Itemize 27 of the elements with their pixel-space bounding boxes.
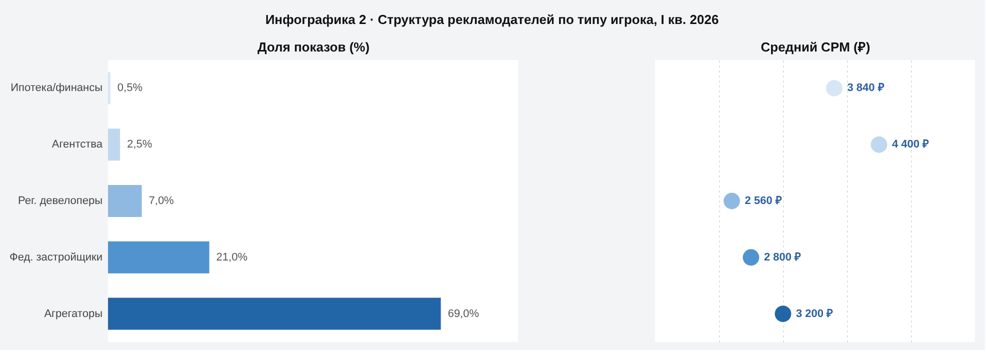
point <box>724 192 740 210</box>
bar <box>108 298 441 330</box>
data-label: 4 400 ₽ <box>892 138 930 151</box>
x-axis-title: Средний CPM (₽) <box>760 40 870 54</box>
bar <box>108 185 142 217</box>
point <box>774 306 792 322</box>
bar <box>108 128 120 161</box>
y-tick-label: Фед. застройщики <box>9 251 102 264</box>
point <box>742 249 760 266</box>
y-tick-label: Агентства <box>52 138 104 151</box>
data-label: 7,0% <box>148 195 174 207</box>
data-label: 3 200 ₽ <box>796 308 834 320</box>
y-tick-label: Агрегаторы <box>44 308 103 320</box>
data-label: 21,0% <box>216 251 248 264</box>
data-label: 0,5% <box>117 82 143 94</box>
data-label: 69,0% <box>448 308 480 320</box>
bar <box>108 241 210 274</box>
chart-title: Инфографика 2 · Структура рекламодателей по типу игрока, I кв. 2026 <box>265 12 719 27</box>
y-tick-label: Ипотека/финансы <box>10 82 103 94</box>
point <box>870 136 888 153</box>
y-tick-label: Рег. девелоперы <box>18 195 103 207</box>
data-label: 3 840 ₽ <box>847 82 885 94</box>
point <box>826 80 842 96</box>
data-label: 2 800 ₽ <box>764 251 802 264</box>
data-label: 2,5% <box>127 138 152 151</box>
data-label: 2 560 ₽ <box>744 195 782 207</box>
x-axis-title: Доля показов (%) <box>257 40 370 54</box>
